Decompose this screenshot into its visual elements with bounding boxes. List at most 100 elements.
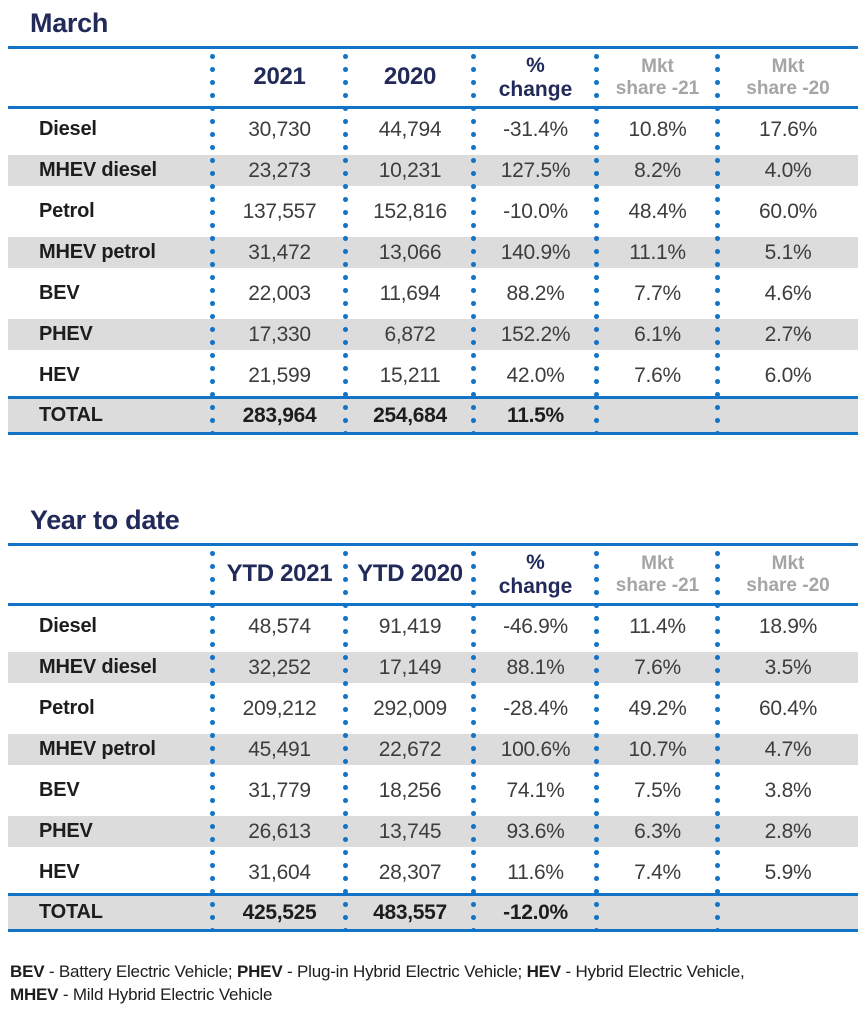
cell-2020: 11,694 bbox=[379, 281, 441, 305]
cell-2021: 137,557 bbox=[242, 199, 317, 223]
cell-2021: 30,730 bbox=[248, 117, 311, 141]
table-top-rule bbox=[8, 46, 858, 49]
cell-mkt-share-21: 7.5% bbox=[634, 778, 681, 802]
table-row-mhev-diesel: MHEV diesel 23,273 10,231 127.5% 8.2% 4.… bbox=[8, 150, 858, 191]
row-label: MHEV petrol bbox=[39, 241, 156, 263]
table-row-petrol: Petrol 137,557 152,816 -10.0% 48.4% 60.0… bbox=[8, 191, 858, 232]
table-row-total: TOTAL 283,964 254,684 11.5% bbox=[8, 399, 858, 432]
cell-mkt-share-20: 60.0% bbox=[758, 199, 818, 223]
cell-mkt-share-20: 6.0% bbox=[764, 363, 812, 387]
cell-2021: 283,964 bbox=[242, 403, 317, 427]
header-label: % bbox=[526, 53, 545, 77]
table-row-mhev-diesel: MHEV diesel 32,252 17,149 88.1% 7.6% 3.5… bbox=[8, 647, 858, 688]
dotted-column-separator bbox=[715, 50, 720, 432]
cell-pct-change: 88.1% bbox=[506, 655, 565, 679]
cell-2021: 21,599 bbox=[248, 363, 311, 387]
footnote-line-2: MHEV - Mild Hybrid Electric Vehicle bbox=[10, 983, 866, 1006]
table-row-phev: PHEV 26,613 13,745 93.6% 6.3% 2.8% bbox=[8, 811, 858, 852]
total-top-rule bbox=[8, 893, 858, 896]
cell-ytd-2020: 91,419 bbox=[378, 614, 442, 638]
cell-mkt-share-21: 7.6% bbox=[634, 655, 681, 679]
header-empty-cell bbox=[8, 546, 213, 603]
cell-mkt-share-20: 5.9% bbox=[764, 860, 812, 884]
cell-pct-change: -31.4% bbox=[503, 117, 568, 141]
cell-2020: 6,872 bbox=[384, 322, 436, 346]
dotted-column-separator bbox=[715, 547, 720, 929]
cell-mkt-share-20: 4.6% bbox=[764, 281, 812, 305]
header-label: Mkt bbox=[771, 553, 805, 575]
table-bottom-rule bbox=[8, 929, 858, 932]
row-label: TOTAL bbox=[39, 901, 103, 923]
dotted-column-separator bbox=[343, 50, 348, 432]
table-bottom-rule bbox=[8, 432, 858, 435]
dotted-column-separator bbox=[594, 547, 599, 929]
cell-mkt-share-20: 2.7% bbox=[764, 322, 812, 346]
cell-pct-change: 11.5% bbox=[507, 403, 564, 427]
year-to-date-section: Year to date YTD 2021 YTD 2020 % change M… bbox=[0, 505, 866, 932]
cell-mkt-share-20: 2.8% bbox=[764, 819, 812, 843]
cell-mkt-share-21: 7.4% bbox=[634, 860, 681, 884]
row-label: HEV bbox=[39, 861, 80, 883]
row-label: PHEV bbox=[39, 820, 93, 842]
cell-2021: 31,472 bbox=[248, 240, 311, 264]
cell-ytd-2021: 31,779 bbox=[248, 778, 311, 802]
cell-2020: 10,231 bbox=[378, 158, 442, 182]
dotted-column-separator bbox=[471, 547, 476, 929]
header-label-line2: change bbox=[498, 77, 573, 101]
cell-mkt-share-21: 6.1% bbox=[634, 322, 681, 346]
header-2020: 2020 bbox=[346, 49, 474, 106]
cell-mkt-share-20: 17.6% bbox=[758, 117, 818, 141]
cell-mkt-share-20: 4.0% bbox=[764, 158, 812, 182]
cell-mkt-share-21: 6.3% bbox=[634, 819, 681, 843]
row-label: MHEV diesel bbox=[39, 159, 157, 181]
dotted-column-separator bbox=[471, 50, 476, 432]
footnote-text: - Battery Electric Vehicle; bbox=[44, 962, 237, 981]
table-row-hev: HEV 31,604 28,307 11.6% 7.4% 5.9% bbox=[8, 852, 858, 893]
cell-mkt-share-21: 11.1% bbox=[629, 240, 686, 264]
row-label: BEV bbox=[39, 282, 80, 304]
header-label: YTD 2020 bbox=[357, 560, 463, 588]
total-top-rule bbox=[8, 396, 858, 399]
table-row-total: TOTAL 425,525 483,557 -12.0% bbox=[8, 896, 858, 929]
table-row-phev: PHEV 17,330 6,872 152.2% 6.1% 2.7% bbox=[8, 314, 858, 355]
cell-ytd-2021: 48,574 bbox=[248, 614, 311, 638]
table-row-diesel: Diesel 48,574 91,419 -46.9% 11.4% 18.9% bbox=[8, 606, 858, 647]
cell-mkt-share-21: 49.2% bbox=[628, 696, 687, 720]
ytd-table: YTD 2021 YTD 2020 % change Mkt share -21 M… bbox=[8, 543, 858, 932]
row-label: Diesel bbox=[39, 118, 97, 140]
header-ytd-2020: YTD 2020 bbox=[346, 546, 474, 603]
cell-pct-change: -28.4% bbox=[503, 696, 568, 720]
row-label: TOTAL bbox=[39, 404, 103, 426]
footnote-text: - Plug-in Hybrid Electric Vehicle; bbox=[282, 962, 527, 981]
cell-mkt-share-21: 7.6% bbox=[634, 363, 681, 387]
table-row-bev: BEV 31,779 18,256 74.1% 7.5% 3.8% bbox=[8, 770, 858, 811]
cell-mkt-share-21: 10.7% bbox=[628, 737, 687, 761]
header-mkt-share-21: Mkt share -21 bbox=[597, 49, 718, 106]
cell-pct-change: 74.1% bbox=[506, 778, 565, 802]
cell-pct-change: 127.5% bbox=[500, 158, 571, 182]
table-header-row: 2021 2020 % change Mkt share -21 Mkt share … bbox=[8, 49, 858, 106]
table-row-bev: BEV 22,003 11,694 88.2% 7.7% 4.6% bbox=[8, 273, 858, 314]
table-top-rule bbox=[8, 543, 858, 546]
cell-mkt-share-21: 48.4% bbox=[628, 199, 687, 223]
cell-mkt-share-20: 60.4% bbox=[758, 696, 818, 720]
dotted-column-separator bbox=[594, 50, 599, 432]
cell-ytd-2020: 13,745 bbox=[378, 819, 442, 843]
march-section-title: March bbox=[30, 8, 109, 38]
header-2021: 2021 bbox=[213, 49, 346, 106]
header-label-line2: share -21 bbox=[615, 77, 700, 99]
cell-ytd-2020: 292,009 bbox=[373, 696, 447, 720]
footnote: BEV - Battery Electric Vehicle; PHEV - P… bbox=[10, 960, 866, 1006]
dotted-column-separator bbox=[343, 547, 348, 929]
header-label-line2: share -20 bbox=[746, 574, 830, 596]
row-label: PHEV bbox=[39, 323, 93, 345]
cell-mkt-share-20: 5.1% bbox=[764, 240, 812, 264]
cell-ytd-2021: 209,212 bbox=[242, 696, 317, 720]
cell-mkt-share-20: 18.9% bbox=[758, 614, 818, 638]
header-ytd-2021: YTD 2021 bbox=[213, 546, 346, 603]
cell-pct-change: 140.9% bbox=[500, 240, 571, 264]
cell-ytd-2020: 17,149 bbox=[378, 655, 442, 679]
cell-pct-change: -12.0% bbox=[503, 900, 568, 924]
cell-ytd-2021: 26,613 bbox=[248, 819, 311, 843]
table-row-petrol: Petrol 209,212 292,009 -28.4% 49.2% 60.4… bbox=[8, 688, 858, 729]
